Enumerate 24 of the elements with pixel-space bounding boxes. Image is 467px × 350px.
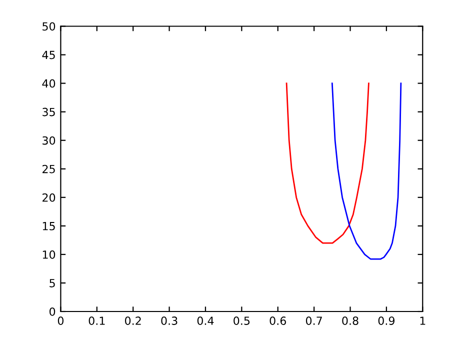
x-tick-label: 0.2	[124, 316, 141, 325]
y-tick-label: 15	[42, 222, 55, 230]
y-tick-label: 10	[42, 250, 56, 259]
y-tick-label: 20	[42, 193, 56, 202]
y-tick-label: 30	[42, 136, 56, 145]
line-series	[286, 82, 370, 244]
x-tick-label: 0	[58, 316, 64, 325]
x-tick-label: 0.7	[306, 316, 322, 325]
y-tick-label: 50	[42, 22, 56, 31]
x-tick-label: 0.5	[234, 316, 250, 325]
line-series	[331, 82, 402, 260]
x-tick-label: 0.3	[161, 316, 178, 325]
y-tick-label: 35	[42, 108, 55, 116]
y-tick-label: 5	[50, 279, 55, 288]
x-tick-label: 1	[420, 316, 426, 325]
x-tick-label: 0.8	[342, 316, 358, 325]
y-tick-label: 45	[42, 50, 55, 60]
x-tick-label: 0.6	[270, 316, 286, 325]
x-tick-label: 0.4	[197, 316, 214, 325]
y-tick-label: 25	[42, 164, 55, 174]
y-tick-label: 0	[50, 307, 56, 316]
x-tick-label: 0.1	[88, 316, 105, 325]
y-tick-label: 40	[42, 79, 56, 88]
x-tick-label: 0.9	[378, 316, 394, 325]
